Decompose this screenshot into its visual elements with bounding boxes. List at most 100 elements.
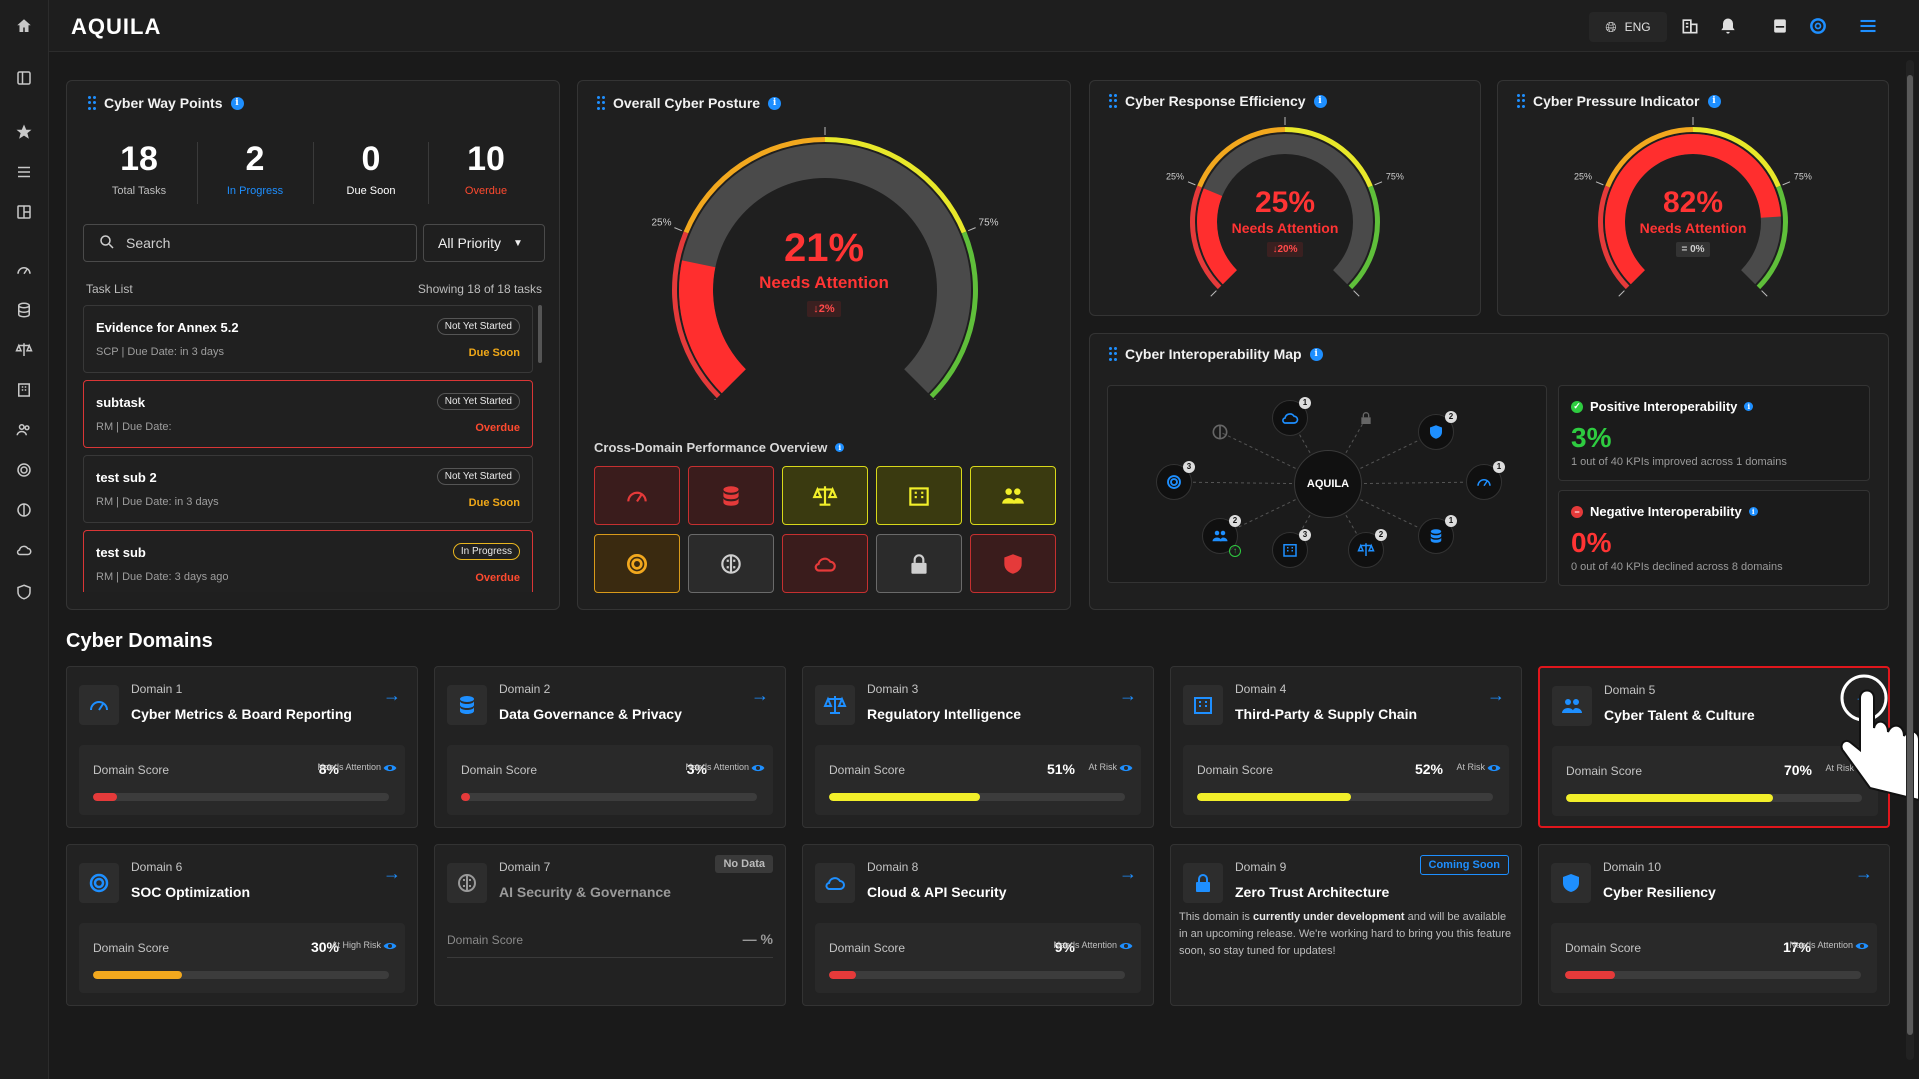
star-icon[interactable] bbox=[12, 120, 36, 144]
eye-icon[interactable] bbox=[1487, 763, 1501, 773]
eye-icon[interactable] bbox=[383, 763, 397, 773]
stat-total-tasks[interactable]: 18 Total Tasks bbox=[111, 140, 167, 197]
domain-score-fill bbox=[829, 971, 856, 979]
cross-domain-tile-lock[interactable] bbox=[876, 534, 962, 593]
domain-score-bar bbox=[1565, 971, 1861, 979]
interop-node-lock[interactable] bbox=[1350, 402, 1382, 434]
page-scrollbar[interactable] bbox=[1906, 60, 1914, 1060]
interop-center-node[interactable]: AQUILA bbox=[1294, 450, 1362, 518]
domain-card[interactable]: Domain 8 Cloud & API Security → Domain Sco… bbox=[802, 844, 1154, 1006]
domain-card[interactable]: Domain 1 Cyber Metrics & Board Reporting →… bbox=[66, 666, 418, 828]
arrow-right-icon[interactable]: → bbox=[751, 685, 769, 705]
info-icon[interactable]: i bbox=[1313, 94, 1327, 108]
domain-card[interactable]: Domain 10 Cyber Resiliency → Domain Score … bbox=[1538, 844, 1890, 1006]
cross-domain-tile-building[interactable] bbox=[876, 466, 962, 525]
task-item[interactable]: test sub 2 RM | Due Date: in 3 days Not … bbox=[83, 455, 533, 523]
task-item[interactable]: Evidence for Annex 5.2 SCP | Due Date: i… bbox=[83, 305, 533, 373]
dashboard-icon[interactable] bbox=[12, 200, 36, 224]
priority-select[interactable]: All Priority ▼ bbox=[423, 224, 545, 262]
shield-icon[interactable] bbox=[12, 580, 36, 604]
domain-card[interactable]: Domain 7 AI Security & Governance No Data … bbox=[434, 844, 786, 1006]
drag-handle-icon[interactable] bbox=[597, 96, 605, 110]
cross-domain-tile-shield[interactable] bbox=[970, 534, 1056, 593]
arrow-right-icon[interactable]: → bbox=[1487, 685, 1505, 705]
stat-in-progress[interactable]: 2 In Progress bbox=[226, 140, 284, 197]
domain-card[interactable]: Domain 3 Regulatory Intelligence → Domain … bbox=[802, 666, 1154, 828]
interop-node-gauge[interactable]: 1 bbox=[1466, 461, 1505, 500]
building-icon[interactable] bbox=[12, 378, 36, 402]
interop-node-brain[interactable] bbox=[1204, 416, 1236, 448]
task-item[interactable]: test sub RM | Due Date: 3 days ago In Pr… bbox=[83, 530, 533, 592]
domain-number: Domain 3 bbox=[867, 682, 919, 696]
info-icon[interactable]: i bbox=[1744, 402, 1754, 411]
lock-icon bbox=[1183, 863, 1223, 903]
info-icon[interactable]: i bbox=[768, 96, 782, 110]
bell-icon[interactable] bbox=[1717, 15, 1739, 37]
info-icon[interactable]: i bbox=[1309, 347, 1323, 361]
eye-icon[interactable] bbox=[1119, 941, 1133, 951]
task-item[interactable]: subtask RM | Due Date: Not Yet Started O… bbox=[83, 380, 533, 448]
target-icon[interactable] bbox=[12, 458, 36, 482]
domain-card[interactable]: Domain 2 Data Governance & Privacy → Domai… bbox=[434, 666, 786, 828]
info-icon[interactable]: i bbox=[1748, 507, 1758, 516]
domain-card[interactable]: Domain 9 Zero Trust Architecture Coming So… bbox=[1170, 844, 1522, 1006]
info-icon[interactable]: i bbox=[835, 443, 845, 452]
arrow-right-icon[interactable]: → bbox=[383, 685, 401, 705]
arrow-right-icon[interactable]: → bbox=[1119, 685, 1137, 705]
domain-number: Domain 1 bbox=[131, 682, 183, 696]
organization-icon[interactable] bbox=[1679, 15, 1701, 37]
domain-score-box: Domain Score 70% At Risk bbox=[1552, 746, 1878, 816]
interop-node-target[interactable]: 3 bbox=[1156, 461, 1195, 500]
app-logo[interactable]: AQUILA bbox=[71, 14, 162, 39]
arrow-right-icon[interactable]: → bbox=[1855, 863, 1873, 883]
arrow-right-icon[interactable]: → bbox=[383, 863, 401, 883]
stat-overdue[interactable]: 10 Overdue bbox=[464, 140, 508, 197]
domain-card[interactable]: Domain 4 Third-Party & Supply Chain → Doma… bbox=[1170, 666, 1522, 828]
menu-list-icon[interactable] bbox=[12, 160, 36, 184]
drag-handle-icon[interactable] bbox=[1109, 347, 1117, 361]
eye-icon[interactable] bbox=[751, 763, 765, 773]
scales-icon[interactable] bbox=[12, 338, 36, 362]
brain-icon[interactable] bbox=[12, 498, 36, 522]
interop-node-building[interactable]: 3 bbox=[1272, 529, 1311, 568]
panel-toggle-icon[interactable] bbox=[12, 66, 36, 90]
cross-domain-tile-database[interactable] bbox=[688, 466, 774, 525]
interop-node-people[interactable]: 2 ↑ bbox=[1202, 515, 1241, 557]
info-icon[interactable]: i bbox=[1707, 94, 1721, 108]
domain-card[interactable]: Domain 6 SOC Optimization → Domain Score 3… bbox=[66, 844, 418, 1006]
drag-handle-icon[interactable] bbox=[1517, 94, 1525, 108]
hamburger-menu-icon[interactable] bbox=[1857, 15, 1879, 37]
task-list-scrollbar[interactable] bbox=[538, 305, 542, 363]
eye-icon[interactable] bbox=[1119, 763, 1133, 773]
interop-node-shield[interactable]: 2 bbox=[1418, 411, 1457, 450]
eye-icon[interactable] bbox=[1855, 941, 1869, 951]
archive-icon[interactable] bbox=[1769, 15, 1791, 37]
cross-domain-tile-brain[interactable] bbox=[688, 534, 774, 593]
positive-interop-card[interactable]: ✓ Positive Interoperability i 3% 1 out of … bbox=[1558, 385, 1870, 481]
cross-domain-tile-scales[interactable] bbox=[782, 466, 868, 525]
language-selector[interactable]: 🌐︎ ENG bbox=[1589, 12, 1667, 42]
drag-handle-icon[interactable] bbox=[1109, 94, 1117, 108]
stat-due-soon[interactable]: 0 Due Soon bbox=[346, 140, 396, 197]
search-input[interactable]: Search bbox=[83, 224, 417, 262]
info-icon[interactable]: i bbox=[230, 96, 244, 110]
interop-node-database[interactable]: 1 bbox=[1418, 515, 1457, 554]
cloud-icon[interactable] bbox=[12, 538, 36, 562]
cross-domain-tile-target[interactable] bbox=[594, 534, 680, 593]
cross-domain-tile-cloud[interactable] bbox=[782, 534, 868, 593]
home-icon[interactable] bbox=[12, 14, 36, 38]
gauge-icon[interactable] bbox=[12, 258, 36, 282]
arrow-right-icon[interactable]: → bbox=[1119, 863, 1137, 883]
scrollbar-thumb[interactable] bbox=[1907, 75, 1913, 1035]
drag-handle-icon[interactable] bbox=[88, 96, 96, 110]
database-icon[interactable] bbox=[12, 298, 36, 322]
cross-domain-tile-people[interactable] bbox=[970, 466, 1056, 525]
people-icon[interactable] bbox=[12, 418, 36, 442]
interop-node-cloud[interactable]: 1 bbox=[1272, 397, 1311, 436]
eye-icon[interactable] bbox=[383, 941, 397, 951]
negative-interop-card[interactable]: − Negative Interoperability i 0% 0 out of … bbox=[1558, 490, 1870, 586]
interop-node-scales[interactable]: 2 bbox=[1348, 529, 1387, 568]
support-icon[interactable] bbox=[1807, 15, 1829, 37]
cross-domain-tile-gauge[interactable] bbox=[594, 466, 680, 525]
